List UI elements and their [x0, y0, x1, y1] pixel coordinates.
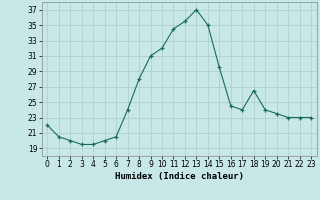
X-axis label: Humidex (Indice chaleur): Humidex (Indice chaleur)	[115, 172, 244, 181]
